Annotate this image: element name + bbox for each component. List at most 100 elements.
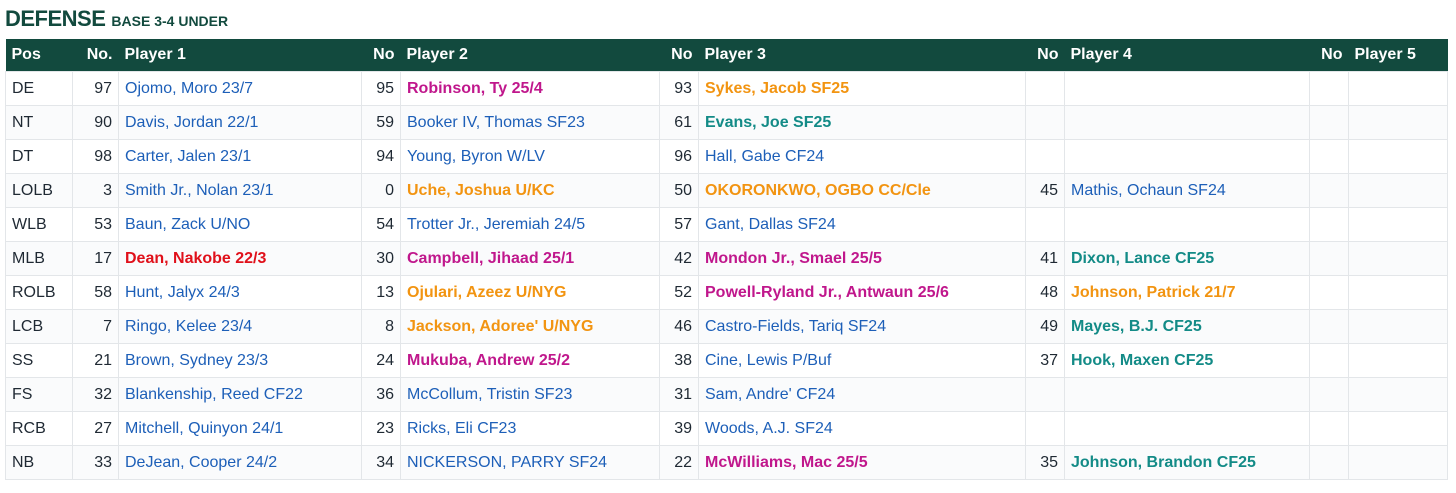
player-name-cell[interactable]: Robinson, Ty 25/4 xyxy=(400,71,660,106)
jersey-number-cell: 49 xyxy=(1025,309,1065,344)
player-name-cell[interactable]: NICKERSON, PARRY SF24 xyxy=(400,445,660,480)
player-name-cell[interactable]: Mondon Jr., Smael 25/5 xyxy=(698,241,1026,276)
player-name-cell xyxy=(1348,71,1448,106)
jersey-number-cell: 17 xyxy=(72,241,119,276)
jersey-number-cell: 31 xyxy=(659,377,699,412)
position-cell: DT xyxy=(5,139,73,174)
col-header-no: No xyxy=(659,39,699,72)
player-name-cell[interactable]: Hunt, Jalyx 24/3 xyxy=(118,275,362,310)
player-name-cell xyxy=(1064,411,1310,446)
player-name-cell xyxy=(1348,411,1448,446)
player-name-cell[interactable]: Hook, Maxen CF25 xyxy=(1064,343,1310,378)
table-header-row: Pos No. Player 1 No Player 2 No Player 3… xyxy=(5,39,1448,72)
player-name-cell[interactable]: Mitchell, Quinyon 24/1 xyxy=(118,411,362,446)
position-cell: LCB xyxy=(5,309,73,344)
player-name-cell[interactable]: Baun, Zack U/NO xyxy=(118,207,362,242)
jersey-number-cell: 13 xyxy=(361,275,401,310)
table-row: FS 32 Blankenship, Reed CF22 36 McCollum, Tr… xyxy=(5,377,1448,412)
position-cell: MLB xyxy=(5,241,73,276)
player-name-cell[interactable]: Mayes, B.J. CF25 xyxy=(1064,309,1310,344)
player-name-cell xyxy=(1064,105,1310,140)
title-main: DEFENSE xyxy=(5,6,106,31)
player-name-cell[interactable]: Smith Jr., Nolan 23/1 xyxy=(118,173,362,208)
player-name-cell[interactable]: Dean, Nakobe 22/3 xyxy=(118,241,362,276)
player-name-cell[interactable]: Johnson, Patrick 21/7 xyxy=(1064,275,1310,310)
position-cell: ROLB xyxy=(5,275,73,310)
player-name-cell xyxy=(1348,309,1448,344)
player-name-cell[interactable]: Mathis, Ochaun SF24 xyxy=(1064,173,1310,208)
jersey-number-cell: 30 xyxy=(361,241,401,276)
table-row: NT 90 Davis, Jordan 22/1 59 Booker IV, Thoma… xyxy=(5,105,1448,140)
player-name-cell[interactable]: Ojomo, Moro 23/7 xyxy=(118,71,362,106)
player-name-cell[interactable]: Woods, A.J. SF24 xyxy=(698,411,1026,446)
jersey-number-cell xyxy=(1025,377,1065,412)
player-name-cell xyxy=(1348,445,1448,480)
jersey-number-cell xyxy=(1309,241,1349,276)
jersey-number-cell: 52 xyxy=(659,275,699,310)
jersey-number-cell xyxy=(1309,445,1349,480)
player-name-cell[interactable]: Trotter Jr., Jeremiah 24/5 xyxy=(400,207,660,242)
jersey-number-cell: 38 xyxy=(659,343,699,378)
player-name-cell[interactable]: Booker IV, Thomas SF23 xyxy=(400,105,660,140)
jersey-number-cell xyxy=(1309,343,1349,378)
player-name-cell[interactable]: DeJean, Cooper 24/2 xyxy=(118,445,362,480)
player-name-cell[interactable]: Castro-Fields, Tariq SF24 xyxy=(698,309,1026,344)
table-row: LCB 7 Ringo, Kelee 23/4 8 Jackson, Adoree' U… xyxy=(5,309,1448,344)
title-subtitle: BASE 3-4 UNDER xyxy=(111,13,229,29)
jersey-number-cell xyxy=(1309,207,1349,242)
jersey-number-cell xyxy=(1309,411,1349,446)
jersey-number-cell: 45 xyxy=(1025,173,1065,208)
player-name-cell[interactable]: Blankenship, Reed CF22 xyxy=(118,377,362,412)
player-name-cell xyxy=(1348,377,1448,412)
player-name-cell[interactable]: Johnson, Brandon CF25 xyxy=(1064,445,1310,480)
player-name-cell[interactable]: Powell-Ryland Jr., Antwaun 25/6 xyxy=(698,275,1026,310)
position-cell: SS xyxy=(5,343,73,378)
jersey-number-cell: 96 xyxy=(659,139,699,174)
player-name-cell[interactable]: McWilliams, Mac 25/5 xyxy=(698,445,1026,480)
jersey-number-cell: 3 xyxy=(72,173,119,208)
player-name-cell[interactable]: Young, Byron W/LV xyxy=(400,139,660,174)
jersey-number-cell: 7 xyxy=(72,309,119,344)
player-name-cell[interactable]: Dixon, Lance CF25 xyxy=(1064,241,1310,276)
position-cell: FS xyxy=(5,377,73,412)
position-cell: LOLB xyxy=(5,173,73,208)
col-header-pos: Pos xyxy=(5,39,73,72)
player-name-cell[interactable]: Ringo, Kelee 23/4 xyxy=(118,309,362,344)
player-name-cell[interactable]: Carter, Jalen 23/1 xyxy=(118,139,362,174)
jersey-number-cell xyxy=(1025,105,1065,140)
jersey-number-cell: 58 xyxy=(72,275,119,310)
jersey-number-cell: 8 xyxy=(361,309,401,344)
col-header-no: No xyxy=(1309,39,1349,72)
jersey-number-cell: 39 xyxy=(659,411,699,446)
col-header-player-1: Player 1 xyxy=(118,39,362,72)
jersey-number-cell: 97 xyxy=(72,71,119,106)
player-name-cell[interactable]: Campbell, Jihaad 25/1 xyxy=(400,241,660,276)
player-name-cell[interactable]: Jackson, Adoree' U/NYG xyxy=(400,309,660,344)
player-name-cell[interactable]: Davis, Jordan 22/1 xyxy=(118,105,362,140)
player-name-cell[interactable]: OKORONKWO, OGBO CC/Cle xyxy=(698,173,1026,208)
table-row: DT 98 Carter, Jalen 23/1 94 Young, Byron W/L… xyxy=(5,139,1448,174)
player-name-cell[interactable]: McCollum, Tristin SF23 xyxy=(400,377,660,412)
player-name-cell[interactable]: Brown, Sydney 23/3 xyxy=(118,343,362,378)
jersey-number-cell xyxy=(1025,207,1065,242)
player-name-cell[interactable]: Sykes, Jacob SF25 xyxy=(698,71,1026,106)
jersey-number-cell: 24 xyxy=(361,343,401,378)
table-row: NB 33 DeJean, Cooper 24/2 34 NICKERSON, PARR… xyxy=(5,445,1448,480)
player-name-cell[interactable]: Sam, Andre' CF24 xyxy=(698,377,1026,412)
jersey-number-cell xyxy=(1025,139,1065,174)
player-name-cell[interactable]: Ojulari, Azeez U/NYG xyxy=(400,275,660,310)
jersey-number-cell xyxy=(1025,411,1065,446)
player-name-cell[interactable]: Cine, Lewis P/Buf xyxy=(698,343,1026,378)
player-name-cell[interactable]: Ricks, Eli CF23 xyxy=(400,411,660,446)
player-name-cell[interactable]: Gant, Dallas SF24 xyxy=(698,207,1026,242)
player-name-cell[interactable]: Uche, Joshua U/KC xyxy=(400,173,660,208)
table-row: SS 21 Brown, Sydney 23/3 24 Mukuba, Andrew 2… xyxy=(5,343,1448,378)
player-name-cell[interactable]: Hall, Gabe CF24 xyxy=(698,139,1026,174)
position-cell: DE xyxy=(5,71,73,106)
position-cell: RCB xyxy=(5,411,73,446)
player-name-cell[interactable]: Evans, Joe SF25 xyxy=(698,105,1026,140)
player-name-cell[interactable]: Mukuba, Andrew 25/2 xyxy=(400,343,660,378)
jersey-number-cell: 61 xyxy=(659,105,699,140)
jersey-number-cell: 48 xyxy=(1025,275,1065,310)
